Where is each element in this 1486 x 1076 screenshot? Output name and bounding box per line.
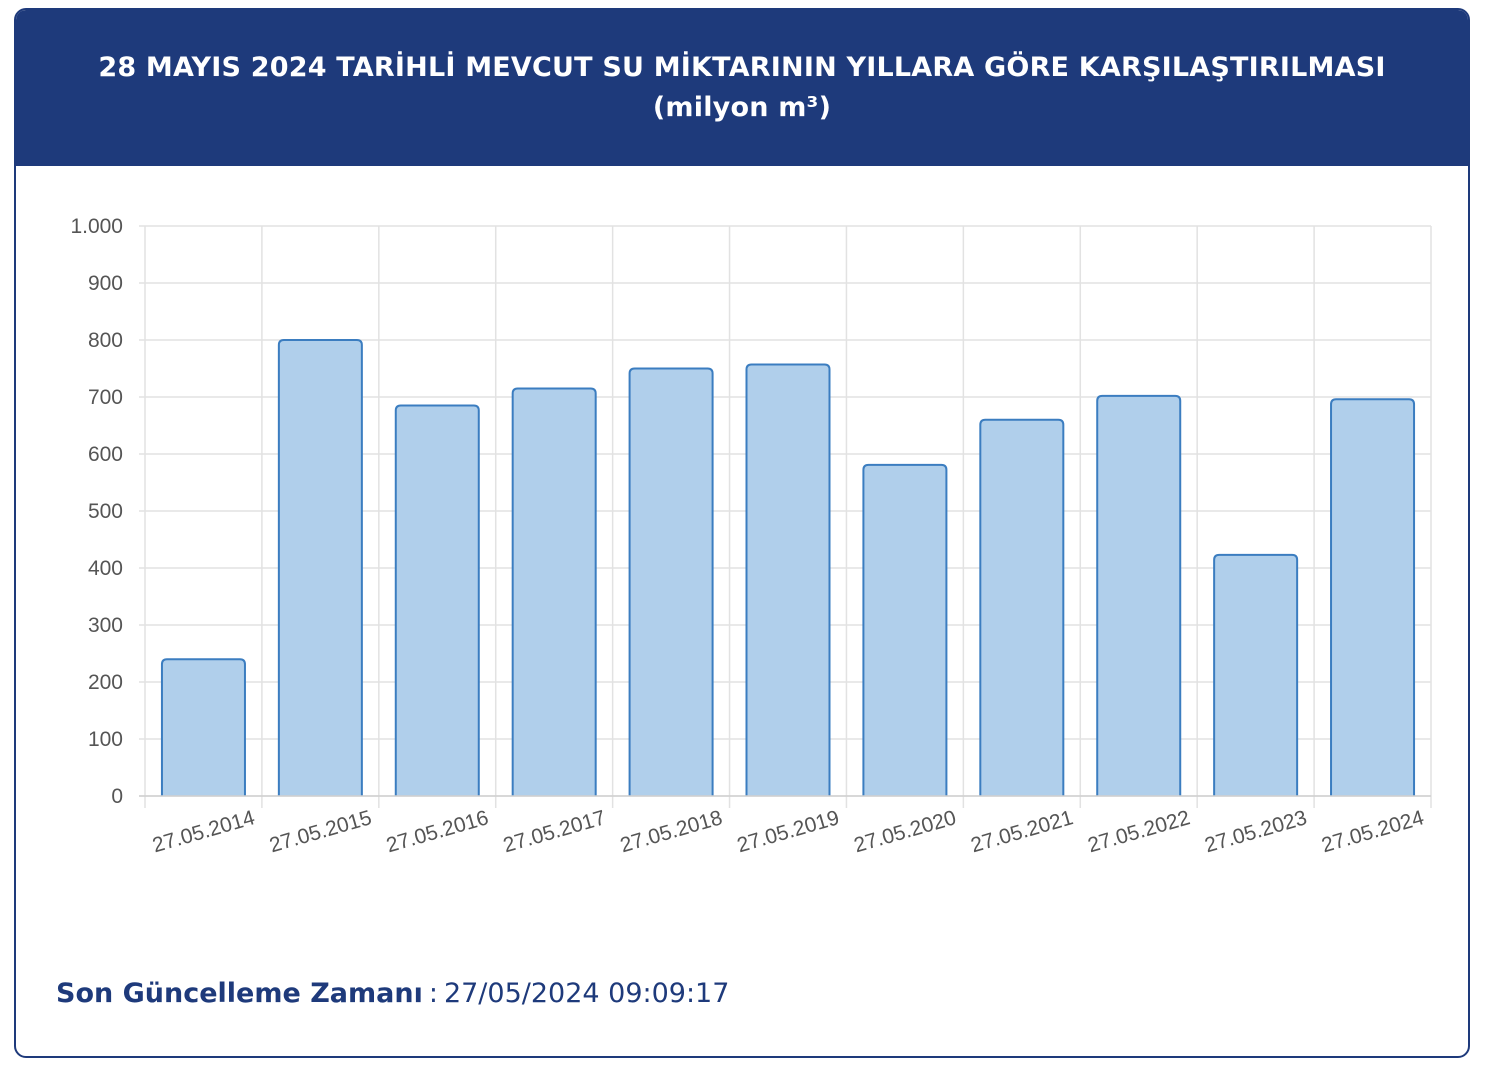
bar — [745, 363, 831, 796]
bar — [394, 404, 480, 796]
last-update-label: Son Güncelleme Zamanı — [56, 978, 423, 1009]
x-tick-label: 27.05.2023 — [1202, 806, 1309, 857]
x-tick-label: 27.05.2014 — [150, 806, 258, 857]
y-tick-label: 100 — [88, 728, 123, 751]
x-tick-label: 27.05.2017 — [501, 806, 608, 857]
bar — [1213, 553, 1299, 796]
y-tick-label: 0 — [111, 785, 123, 808]
x-tick-label: 27.05.2024 — [1319, 806, 1427, 857]
x-tick-label: 27.05.2021 — [968, 806, 1075, 857]
bar — [277, 339, 363, 796]
y-tick-label: 500 — [88, 500, 123, 523]
x-tick-label: 27.05.2022 — [1085, 806, 1192, 857]
bar — [628, 367, 714, 796]
chart-card: 28 MAYIS 2024 TARİHLİ MEVCUT SU MİKTARIN… — [14, 8, 1470, 1058]
bar — [1330, 398, 1416, 796]
x-tick-label: 27.05.2015 — [267, 806, 374, 857]
y-tick-label: 900 — [88, 272, 123, 295]
chart-title: 28 MAYIS 2024 TARİHLİ MEVCUT SU MİKTARIN… — [98, 52, 1386, 123]
last-update-value: 27/05/2024 09:09:17 — [443, 978, 730, 1009]
bar — [511, 387, 597, 796]
bar — [862, 463, 948, 796]
last-update-separator: : — [428, 978, 438, 1009]
y-tick-label: 800 — [88, 329, 123, 352]
bar — [979, 418, 1065, 796]
x-tick-label: 27.05.2018 — [618, 806, 725, 857]
bar-chart: 0 100 200 300 400 500 600 700 800 900 1.000 27.05.2… — [70, 215, 1432, 857]
x-tick-label: 27.05.2020 — [851, 806, 958, 857]
chart-area: 0 100 200 300 400 500 600 700 800 900 1.000 27.05.2… — [16, 166, 1468, 926]
card-header: 28 MAYIS 2024 TARİHLİ MEVCUT SU MİKTARIN… — [16, 10, 1468, 166]
x-tick-label: 27.05.2016 — [384, 806, 491, 857]
y-tick-label: 200 — [88, 671, 123, 694]
bar — [160, 658, 246, 796]
y-tick-label: 1.000 — [70, 215, 123, 238]
y-tick-label: 300 — [88, 614, 123, 637]
y-tick-label: 700 — [88, 386, 123, 409]
x-tick-label: 27.05.2019 — [735, 806, 842, 857]
y-tick-label: 400 — [88, 557, 123, 580]
bar — [1096, 394, 1182, 796]
last-update: Son Güncelleme Zamanı:27/05/2024 09:09:1… — [56, 978, 729, 1009]
y-tick-label: 600 — [88, 443, 123, 466]
